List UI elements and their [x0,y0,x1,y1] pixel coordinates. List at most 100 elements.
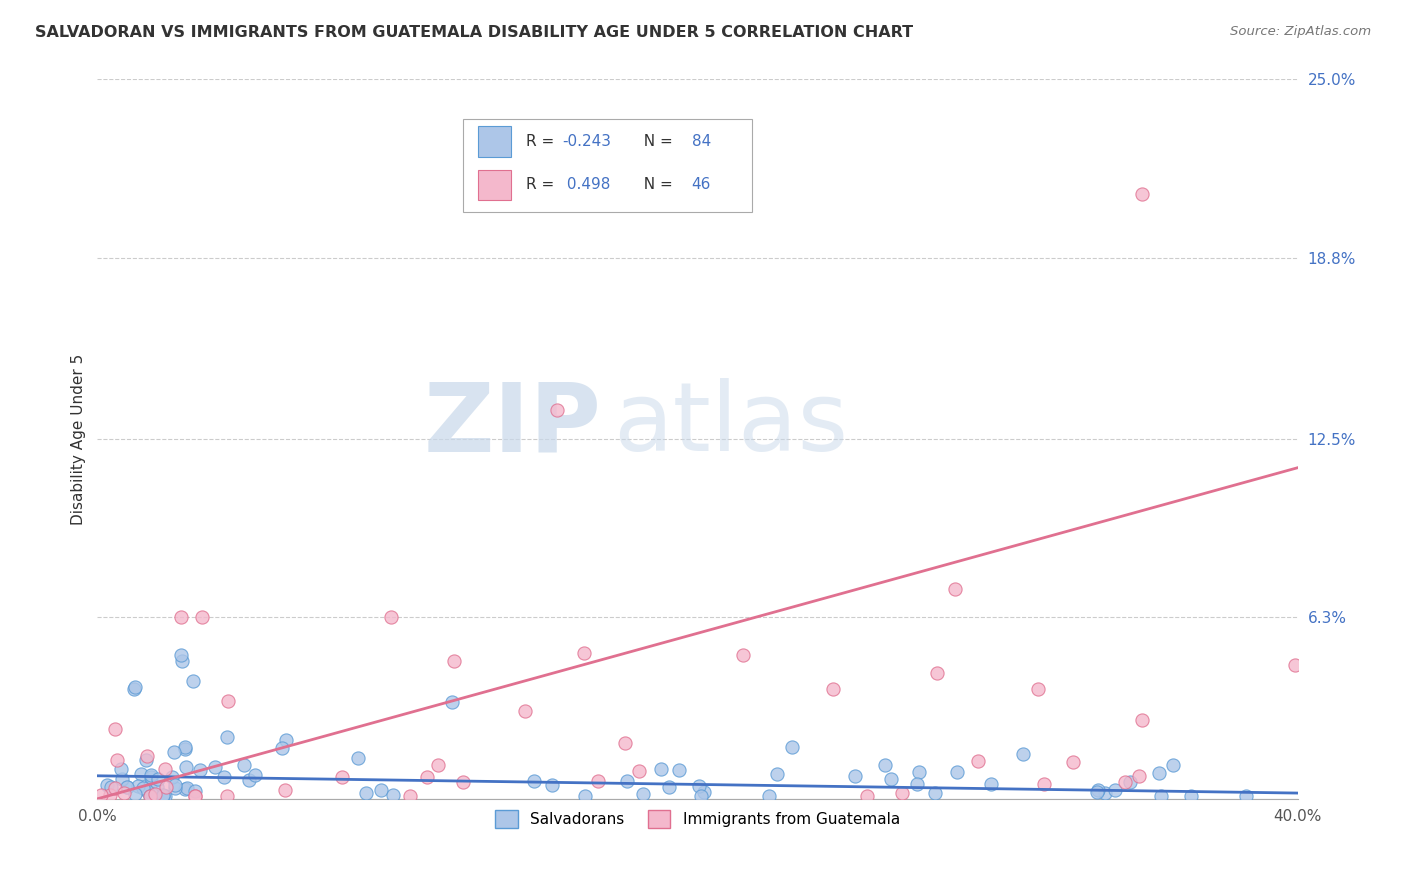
Point [174,760,197,774]
Point [243,768,266,782]
Point [1026,681,1049,696]
Point [631,787,654,801]
Point [174,740,197,755]
Point [112,786,135,800]
Point [346,751,368,765]
Point [946,764,969,779]
Point [440,695,463,709]
Text: R =: R = [526,134,560,149]
Point [111,772,134,786]
Point [908,765,931,780]
Point [160,770,183,784]
Point [232,757,254,772]
Point [136,748,159,763]
Text: R =: R = [526,178,560,193]
Point [271,740,294,755]
Point [183,784,205,798]
Text: SALVADORAN VS IMMIGRANTS FROM GUATEMALA DISABILITY AGE UNDER 5 CORRELATION CHART: SALVADORAN VS IMMIGRANTS FROM GUATEMALA … [35,25,914,40]
Point [1147,765,1170,780]
Point [1161,758,1184,772]
Point [139,770,162,784]
Point [688,779,710,793]
Point [856,789,879,803]
Point [100,780,122,795]
Text: atlas: atlas [613,378,849,471]
Point [217,789,239,803]
Point [380,610,402,624]
Point [690,789,713,803]
Text: 46: 46 [692,178,711,193]
Point [274,732,297,747]
Legend: Salvadorans, Immigrants from Guatemala: Salvadorans, Immigrants from Guatemala [489,804,905,834]
Point [163,779,186,793]
Point [451,775,474,789]
Point [574,647,596,661]
Point [274,782,297,797]
Point [398,789,420,803]
Point [163,781,186,796]
Point [105,753,128,767]
Point [693,784,716,798]
Point [613,735,636,749]
Point [924,786,946,800]
Point [980,777,1002,791]
Point [136,784,159,798]
Point [96,778,118,792]
Point [879,772,901,786]
Point [131,781,153,796]
Text: -0.243: -0.243 [562,134,610,149]
Text: 84: 84 [692,134,711,149]
Point [574,789,596,803]
Point [650,762,672,776]
Point [1032,777,1054,791]
Point [104,781,127,796]
Point [523,773,546,788]
Text: ZIP: ZIP [423,378,602,471]
Point [627,764,650,778]
Point [174,742,197,756]
Point [155,780,177,795]
Point [124,787,146,801]
Point [170,610,193,624]
Point [873,757,896,772]
Point [1062,755,1084,769]
Point [821,682,844,697]
Point [943,582,966,596]
Point [354,786,377,800]
Y-axis label: Disability Age Under 5: Disability Age Under 5 [72,353,86,524]
Point [139,789,162,803]
Point [115,780,138,794]
Point [443,654,465,668]
Point [370,783,392,797]
Point [124,680,146,694]
Point [1087,782,1109,797]
Point [905,777,928,791]
Point [115,780,138,794]
Point [163,745,186,759]
Point [135,753,157,767]
Text: Source: ZipAtlas.com: Source: ZipAtlas.com [1230,25,1371,38]
Point [1114,774,1136,789]
Point [188,763,211,777]
Point [90,788,112,802]
Point [668,764,690,778]
Point [1085,785,1108,799]
Point [616,773,638,788]
Point [967,754,990,768]
Point [129,767,152,781]
Point [1104,782,1126,797]
Bar [478,169,512,200]
Point [540,778,562,792]
Point [891,786,914,800]
Point [143,787,166,801]
Point [731,648,754,662]
Point [844,769,866,783]
Point [1011,747,1033,762]
Point [127,779,149,793]
Point [176,780,198,795]
Point [104,722,127,736]
Point [1234,789,1257,803]
Point [173,782,195,797]
Point [152,789,174,803]
Point [427,758,450,772]
